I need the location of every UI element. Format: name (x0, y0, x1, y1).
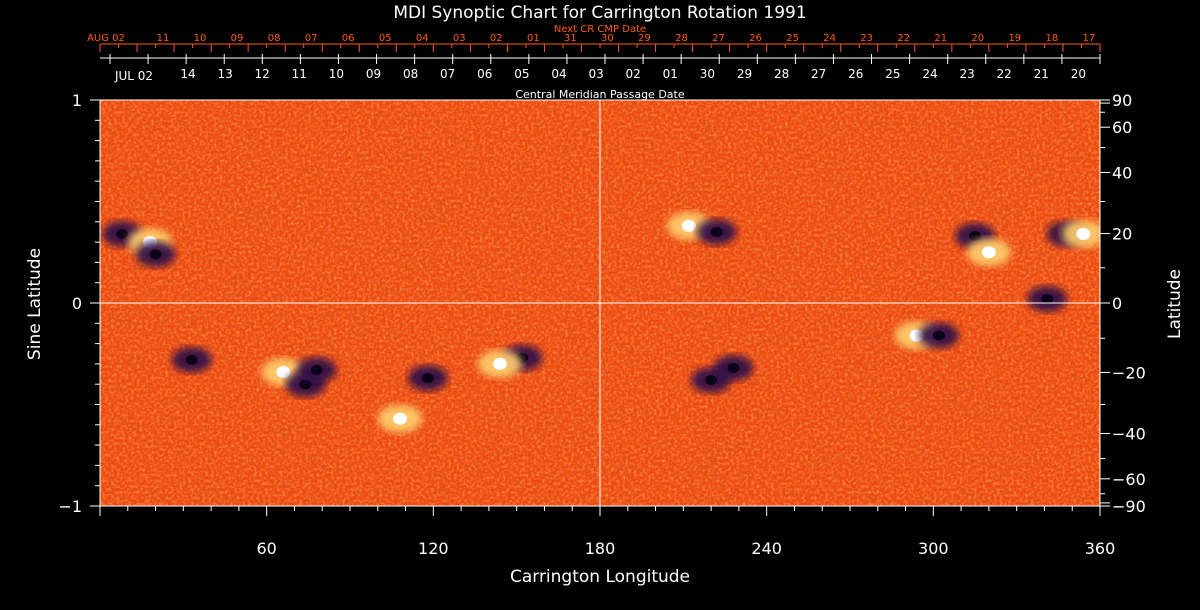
cmp-tick-label: 21 (1034, 67, 1049, 81)
y-axis-label-right: Latitude (1165, 269, 1185, 339)
active-region-core-negative (421, 373, 434, 384)
cmp-tick-label: 02 (626, 67, 641, 81)
next-cr-tick-label: 18 (1045, 33, 1058, 44)
next-cr-tick-label: 04 (416, 33, 429, 44)
next-cr-tick-label: AUG 02 (87, 33, 125, 44)
next-cr-tick-label: 17 (1083, 33, 1096, 44)
next-cr-tick-label: 08 (268, 33, 281, 44)
next-cr-tick-label: 01 (527, 33, 540, 44)
x-tick-label: 60 (256, 539, 276, 558)
cmp-tick-label: 10 (329, 67, 344, 81)
active-region-core-negative (310, 364, 323, 375)
cmp-tick-label: 13 (217, 67, 232, 81)
active-region-core-negative (932, 330, 945, 341)
x-tick-label: 180 (585, 539, 616, 558)
y-tick-label-right: 40 (1112, 164, 1132, 183)
next-cr-tick-label: 03 (453, 33, 466, 44)
x-tick-label: 240 (751, 539, 782, 558)
next-cr-tick-label: 20 (971, 33, 984, 44)
cmp-tick-label: 30 (700, 67, 715, 81)
cmp-tick-label: 25 (885, 67, 900, 81)
next-cr-tick-label: 28 (675, 33, 688, 44)
active-region-core-negative (116, 228, 129, 239)
cmp-axis-title: Central Meridian Passage Date (515, 88, 684, 101)
cmp-tick-label: 03 (588, 67, 603, 81)
x-axis-label: Carrington Longitude (510, 567, 690, 587)
y-tick-label-right: −40 (1112, 424, 1146, 443)
active-region-core-negative (969, 231, 981, 242)
cmp-tick-label: 04 (551, 67, 566, 81)
cmp-tick-label: 09 (366, 67, 381, 81)
next-cr-tick-label: 22 (897, 33, 910, 44)
cmp-tick-label: JUL 02 (114, 69, 153, 83)
next-cr-tick-label: 30 (601, 33, 614, 44)
next-cr-tick-label: 05 (379, 33, 392, 44)
cmp-tick-label: 22 (997, 67, 1012, 81)
cmp-tick-label: 26 (848, 67, 863, 81)
next-cr-tick-label: 10 (194, 33, 207, 44)
y-axis-label-left: Sine Latitude (25, 248, 45, 360)
next-cr-tick-label: 07 (305, 33, 318, 44)
cmp-tick-label: 28 (774, 67, 789, 81)
x-tick-label: 300 (918, 539, 949, 558)
active-region-core-positive (1076, 227, 1091, 240)
x-tick-label: 120 (418, 539, 449, 558)
active-region-core-positive (393, 412, 407, 425)
cmp-tick-label: 27 (811, 67, 826, 81)
next-cr-tick-label: 23 (860, 33, 873, 44)
cmp-tick-label: 20 (1071, 67, 1086, 81)
next-cr-tick-label: 02 (490, 33, 503, 44)
active-region-core-positive (981, 246, 996, 259)
cmp-tick-label: 08 (403, 67, 418, 81)
next-cr-tick-label: 19 (1008, 33, 1021, 44)
cmp-tick-label: 24 (922, 67, 937, 81)
cmp-tick-label: 23 (959, 67, 974, 81)
chart-title: MDI Synoptic Chart for Carrington Rotati… (393, 3, 806, 23)
cmp-tick-label: 07 (440, 67, 455, 81)
y-tick-label-left: 0 (72, 294, 82, 313)
y-tick-label-right: −90 (1112, 497, 1146, 516)
y-tick-label-right: −20 (1112, 363, 1146, 382)
cmp-tick-label: 06 (477, 67, 492, 81)
cmp-tick-label: 14 (180, 67, 195, 81)
active-region-core-negative (185, 354, 198, 365)
next-cr-tick-label: 24 (823, 33, 836, 44)
cmp-tick-label: 01 (663, 67, 678, 81)
active-regions (102, 211, 1100, 433)
active-region-core-negative (1041, 293, 1054, 304)
next-cr-tick-label: 11 (157, 33, 170, 44)
next-cr-tick-label: 25 (786, 33, 799, 44)
next-cr-tick-label: 09 (231, 33, 244, 44)
cmp-tick-label: 29 (737, 67, 752, 81)
y-tick-label-right: 20 (1112, 225, 1132, 244)
active-region-core-negative (727, 362, 740, 373)
cmp-tick-label: 12 (255, 67, 270, 81)
next-cr-tick-label: 26 (749, 33, 762, 44)
y-tick-label-right: 0 (1112, 294, 1122, 313)
next-cr-tick-label: 21 (934, 33, 947, 44)
active-region-core-positive (276, 366, 291, 379)
cmp-tick-label: 11 (292, 67, 307, 81)
y-tick-label-right: 60 (1112, 118, 1132, 137)
x-tick-label: 360 (1085, 539, 1116, 558)
y-tick-label-right: −60 (1112, 470, 1146, 489)
next-cr-tick-label: 06 (342, 33, 355, 44)
axes: 60 120 180 240 300 360−101 906040200−20−40−60−… (58, 33, 1145, 558)
y-tick-label-left: −1 (58, 497, 82, 516)
active-region-core-negative (149, 249, 162, 260)
active-region-core-positive (493, 357, 507, 370)
y-tick-label-right: 90 (1112, 91, 1132, 110)
next-cr-tick-label: 27 (712, 33, 725, 44)
next-cr-tick-label: 31 (564, 33, 577, 44)
cmp-tick-label: 05 (514, 67, 529, 81)
next-cr-tick-label: 29 (638, 33, 651, 44)
active-region-core-negative (705, 375, 718, 386)
y-tick-label-left: 1 (72, 91, 82, 110)
next-cr-axis-title: Next CR CMP Date (554, 24, 646, 35)
active-region-core-negative (710, 226, 723, 237)
active-region-core-positive (681, 219, 696, 232)
